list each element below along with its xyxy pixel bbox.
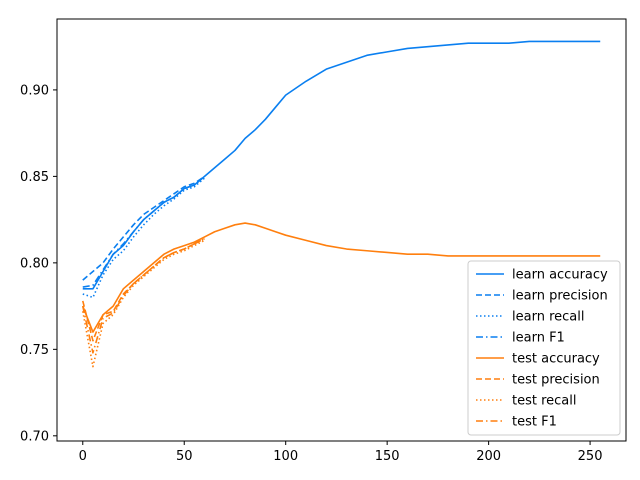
series-line-4 bbox=[82, 222, 601, 333]
plot-frame bbox=[56, 18, 627, 442]
legend-label: test recall bbox=[512, 394, 577, 409]
series-line-0 bbox=[82, 40, 601, 290]
legend-label: test F1 bbox=[512, 415, 557, 430]
legend: learn accuracy learn precision learn recal… bbox=[467, 260, 621, 436]
x-axis: 0 50 100 150 200 250 bbox=[79, 441, 603, 464]
series-line-1 bbox=[82, 175, 205, 281]
y-tick-label: 0.70 bbox=[20, 429, 49, 444]
x-tick-label: 0 bbox=[79, 449, 87, 464]
legend-label: learn accuracy bbox=[512, 268, 608, 283]
y-tick-label: 0.85 bbox=[20, 170, 49, 185]
legend-label: learn F1 bbox=[512, 331, 565, 346]
series-line-7 bbox=[81, 237, 205, 354]
y-tick-label: 0.90 bbox=[20, 83, 49, 98]
x-tick-label: 150 bbox=[375, 449, 400, 464]
series-line-6 bbox=[81, 239, 205, 368]
series-line-2 bbox=[82, 177, 206, 299]
legend-box bbox=[467, 260, 621, 436]
legend-label: test precision bbox=[512, 373, 600, 388]
x-tick-label: 50 bbox=[176, 449, 193, 464]
series-line-3 bbox=[82, 175, 206, 288]
plot-series bbox=[81, 40, 601, 368]
x-tick-label: 250 bbox=[578, 449, 603, 464]
y-tick-label: 0.75 bbox=[20, 343, 49, 358]
y-axis: 0.70 0.75 0.80 0.85 0.90 bbox=[20, 83, 57, 444]
legend-label: test accuracy bbox=[512, 352, 600, 367]
legend-label: learn recall bbox=[512, 310, 584, 325]
legend-label: learn precision bbox=[512, 289, 608, 304]
y-tick-label: 0.80 bbox=[20, 256, 49, 271]
x-tick-label: 200 bbox=[476, 449, 501, 464]
x-tick-label: 100 bbox=[273, 449, 298, 464]
